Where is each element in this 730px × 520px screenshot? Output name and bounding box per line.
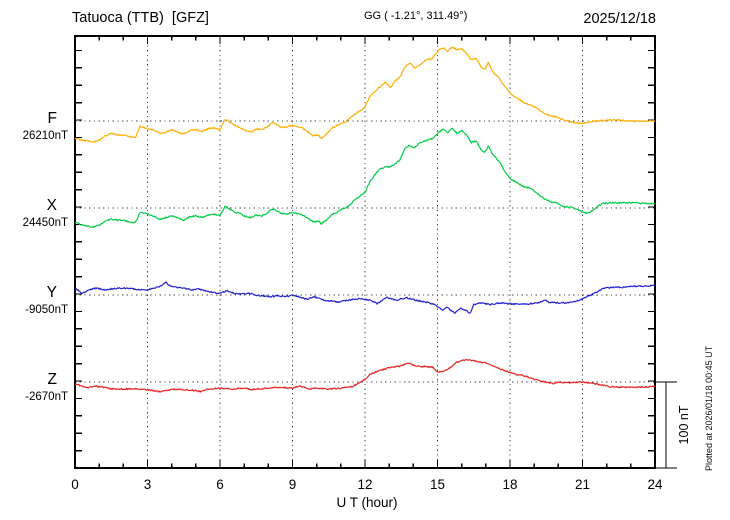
plotted-timestamp: Plotted at 2026/01/18 00:45 UT [704,345,714,471]
plot-date: 2025/12/18 [583,11,656,27]
x-tick-label-15: 15 [430,477,445,492]
channel-label-Y: Y [47,284,57,301]
channel-baseline-value-X: 24450nT [23,217,68,229]
channel-baseline-value-Y: -9050nT [25,304,68,316]
x-tick-label-6: 6 [216,477,224,492]
x-tick-label-12: 12 [357,477,372,492]
x-tick-label-24: 24 [647,477,663,492]
station-title: Tatuoca (TTB) [GFZ] [72,10,209,26]
gg-coordinates: GG ( -1.21°, 311.49°) [364,10,467,22]
channel-label-F: F [48,110,57,127]
channel-baseline-value-F: 26210nT [23,130,68,142]
x-tick-label-3: 3 [144,477,152,492]
trace-X [74,127,655,228]
x-tick-label-21: 21 [575,477,590,492]
x-tick-label-0: 0 [71,477,79,492]
x-tick-label-9: 9 [289,477,297,492]
trace-F [74,46,656,143]
channel-label-Z: Z [48,371,57,388]
trace-Z [74,359,656,393]
scale-bar-label: 100 nT [677,405,691,444]
trace-Y [74,281,656,314]
x-tick-label-18: 18 [502,477,517,492]
channel-label-X: X [47,197,58,214]
x-axis-label: U T (hour) [336,495,397,510]
channel-baseline-value-Z: -2670nT [25,391,68,403]
plot-generated-geometry: 0 3 6 9 12 15 18 21 24 F 26210nT X 24450nT Y -9050nT Z -… [23,35,677,492]
